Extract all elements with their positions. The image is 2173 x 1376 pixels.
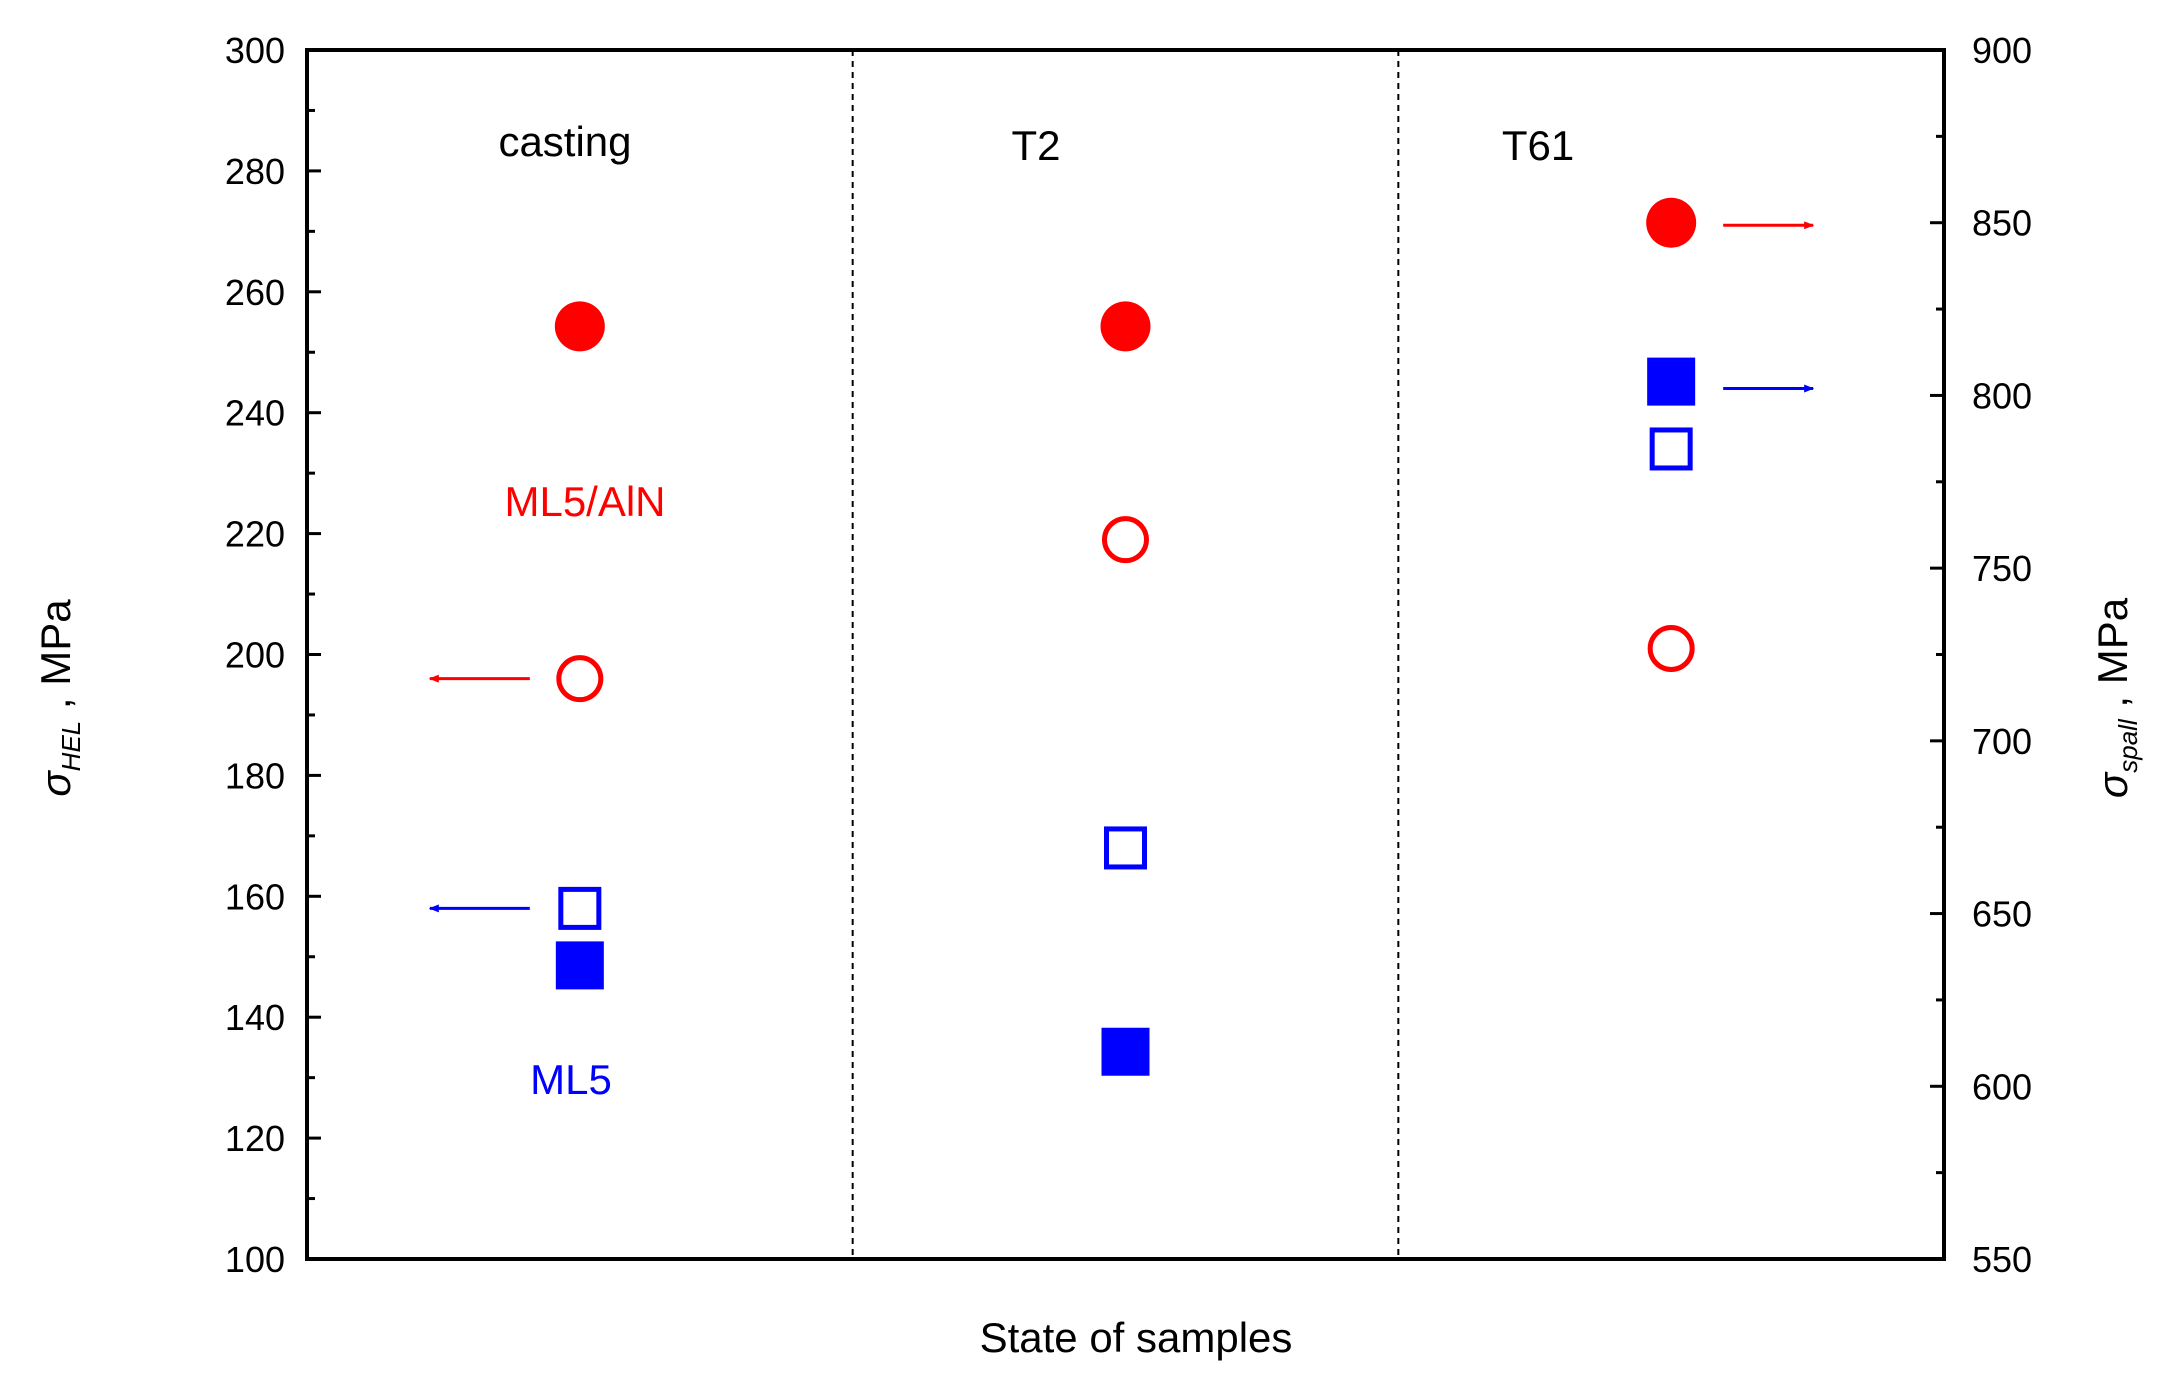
- left-tick-label: 180: [225, 755, 285, 796]
- category-labels: casting T2 T61: [498, 118, 1574, 169]
- y-axis-title-left: σHEL , MPa: [32, 599, 86, 797]
- left-tick-label: 220: [225, 514, 285, 555]
- right-tick-label: 800: [1972, 375, 2032, 416]
- right-axis-ticks: 550 600 650 700 750 800 850 900: [1930, 30, 2032, 1280]
- left-tick-label: 300: [225, 30, 285, 71]
- axis-arrows: [428, 221, 1815, 913]
- right-tick-label: 900: [1972, 30, 2032, 71]
- y-axis-title-right: σspall , MPa: [2089, 597, 2143, 798]
- right-tick-label: 750: [1972, 548, 2032, 589]
- plot-frame: [305, 48, 1946, 1261]
- right-tick-label: 600: [1972, 1066, 2032, 1107]
- category-label-t61: T61: [1502, 122, 1574, 169]
- annotation-ml5aln: ML5/AlN: [504, 478, 665, 525]
- circle-point-filled: [1646, 197, 1697, 248]
- square-point-open: [1104, 826, 1147, 870]
- right-tick-label: 550: [1972, 1239, 2032, 1280]
- square-point-open: [558, 886, 602, 930]
- left-tick-label: 280: [225, 151, 285, 192]
- left-axis-ticks: 100 120 140 160 180 200 220 240 260 280 300: [225, 30, 321, 1280]
- circle-point-open: [556, 655, 604, 703]
- left-tick-label: 200: [225, 635, 285, 676]
- category-label-casting: casting: [498, 118, 631, 165]
- circle-point-open: [1102, 516, 1149, 564]
- right-tick-label: 700: [1972, 721, 2032, 762]
- data-points: [554, 197, 1697, 1076]
- right-tick-label: 850: [1972, 203, 2032, 244]
- left-tick-label: 120: [225, 1118, 285, 1159]
- square-point-filled: [1101, 1027, 1150, 1076]
- square-point-filled: [555, 941, 604, 990]
- category-dividers: [851, 50, 1400, 1259]
- right-tick-label: 650: [1972, 894, 2032, 935]
- circle-point-filled: [554, 301, 605, 352]
- square-point-filled: [1647, 357, 1696, 406]
- circle-point-filled: [1100, 301, 1151, 352]
- category-label-t2: T2: [1011, 122, 1060, 169]
- square-point-open: [1649, 427, 1693, 471]
- x-axis-title: State of samples: [980, 1314, 1293, 1361]
- circle-point-open: [1647, 624, 1695, 672]
- left-tick-label: 160: [225, 876, 285, 917]
- annotation-ml5: ML5: [530, 1056, 612, 1103]
- left-tick-label: 100: [225, 1239, 285, 1280]
- left-tick-label: 140: [225, 997, 285, 1038]
- left-tick-label: 240: [225, 393, 285, 434]
- left-tick-label: 260: [225, 272, 285, 313]
- series-annotations: ML5/AlN ML5: [504, 478, 665, 1103]
